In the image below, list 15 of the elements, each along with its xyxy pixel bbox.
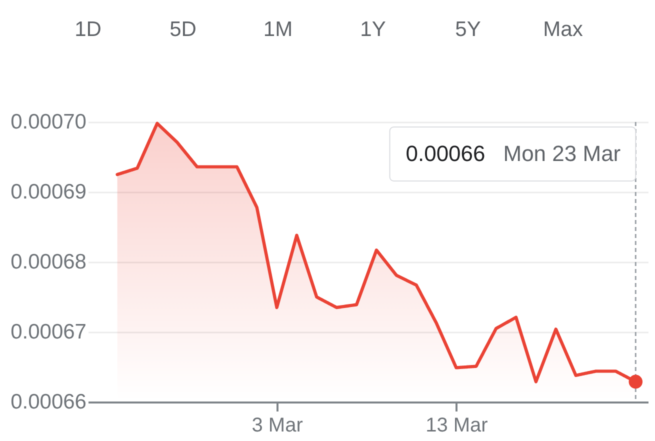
text: Max [543, 18, 584, 41]
x-tick-label: 13 Mar [426, 414, 488, 436]
annotation: 0.00066 [406, 141, 486, 166]
y-tick-label: 0.00068 [10, 250, 86, 274]
annotation: Mon 23 Mar [503, 141, 621, 166]
y-tick-label: 0.00070 [10, 110, 86, 134]
x-tick-label: 3 Mar [252, 414, 304, 436]
y-tick-label: 0.00067 [10, 320, 86, 344]
text: 1Y [360, 18, 386, 41]
y-tick-label: 0.00066 [10, 390, 86, 414]
text: 5D [170, 18, 196, 41]
text: 1M [263, 18, 293, 41]
y-tick-label: 0.00069 [10, 180, 86, 204]
text: 1D [74, 18, 102, 41]
text: 5Y [455, 18, 481, 41]
